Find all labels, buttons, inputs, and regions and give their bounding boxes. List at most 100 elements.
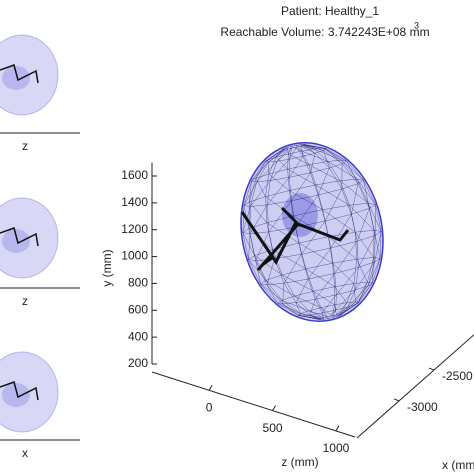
mesh-edge (283, 254, 302, 284)
mesh-edge (266, 284, 283, 305)
volume-core (282, 193, 318, 237)
mesh-edge (309, 312, 323, 316)
mesh-edge (353, 281, 368, 284)
mesh-edge (289, 190, 294, 217)
mesh-edge (357, 183, 370, 209)
mesh-edge (355, 230, 375, 233)
mesh-edge (374, 231, 382, 263)
mesh-edge (256, 161, 278, 183)
mesh-edge (314, 148, 329, 162)
mesh-edge (300, 144, 315, 150)
mesh-edge (317, 167, 330, 196)
mesh-edge (325, 214, 352, 222)
mesh-edge (367, 281, 373, 284)
mesh-edge (336, 302, 348, 316)
mesh-edge (332, 304, 335, 316)
mesh-edge (301, 254, 309, 280)
mesh-edge (321, 312, 329, 319)
mesh-edge (272, 249, 307, 270)
mesh-edge (322, 209, 356, 233)
mesh-edge (242, 232, 255, 256)
mesh-edge (322, 209, 329, 237)
mesh-edge (249, 178, 257, 203)
mesh-edge (269, 159, 290, 181)
y-tick-label: 800 (128, 276, 148, 290)
z-tick (272, 405, 276, 411)
y-tick-label: 1600 (121, 168, 148, 182)
stick-figure (256, 222, 350, 271)
mesh-edge (327, 159, 342, 162)
mesh-edge (341, 188, 352, 215)
mesh-edge (374, 204, 376, 236)
mesh-edge (287, 153, 289, 170)
mesh-edge (251, 161, 269, 182)
mesh-edge (342, 160, 347, 164)
mesh-edge (242, 228, 249, 233)
mesh-edge (289, 184, 316, 191)
mesh-edge (283, 283, 297, 303)
mesh-edge (289, 190, 323, 210)
mesh-edge (327, 161, 358, 180)
mesh-edge (339, 180, 350, 206)
mesh-edge (288, 150, 302, 155)
mesh-edge (301, 247, 331, 255)
volume (240, 142, 384, 322)
mesh-edge (353, 283, 356, 302)
mesh-edge (323, 150, 330, 169)
mesh-edge (327, 309, 336, 319)
mesh-edge (351, 183, 359, 215)
mesh-edge (308, 273, 335, 280)
mesh-edge (315, 180, 341, 186)
mesh-edge (308, 310, 324, 319)
side-axis-label: z (22, 139, 28, 153)
mesh-edge (248, 228, 255, 256)
mesh-edge (289, 172, 311, 178)
mesh-edge (335, 294, 337, 311)
mesh-edge (242, 205, 245, 233)
mesh-edge (356, 208, 370, 242)
mesh-edge (295, 302, 310, 316)
mesh-edge (332, 258, 357, 264)
mesh-edge (368, 203, 382, 232)
mesh-edge (268, 157, 277, 175)
side-arm (0, 64, 39, 84)
mesh-edge (249, 181, 252, 203)
mesh-edge (282, 283, 285, 304)
x-axis (356, 334, 474, 439)
mesh-edge (303, 145, 316, 154)
y-tick-label: 1400 (121, 195, 148, 209)
mesh-edge (260, 283, 278, 304)
mesh-edge (282, 274, 314, 292)
mesh-edge (276, 147, 288, 158)
mesh-edge (373, 230, 375, 258)
mesh-edge (286, 147, 289, 155)
mesh-edge (301, 148, 315, 152)
mesh-edge (268, 173, 290, 191)
mesh-edge (281, 295, 295, 301)
mesh-edge (327, 315, 333, 318)
mesh-edge (347, 289, 356, 307)
mesh-edge (353, 259, 357, 284)
mesh-edge (277, 302, 301, 314)
mesh-edge (355, 232, 374, 258)
mesh-edge (294, 291, 314, 297)
mesh-edge (254, 255, 283, 276)
mesh-edge (308, 164, 317, 185)
mesh-edge (265, 280, 295, 297)
mesh-edge (355, 267, 359, 290)
y-tick-label: 600 (128, 302, 148, 316)
mesh-edge (320, 307, 328, 317)
mesh-edge (265, 196, 268, 223)
mesh-edge (349, 203, 369, 206)
mesh-edge (267, 159, 269, 175)
mesh-edge (372, 258, 381, 283)
mesh-edge (248, 233, 251, 260)
mesh-edge (266, 258, 275, 285)
mesh-edge (266, 284, 278, 304)
z-tick (335, 425, 340, 432)
mesh-edge (308, 161, 328, 165)
side-axis-label: x (22, 446, 28, 460)
mesh-edge (265, 274, 283, 281)
mesh-edge (323, 318, 328, 320)
